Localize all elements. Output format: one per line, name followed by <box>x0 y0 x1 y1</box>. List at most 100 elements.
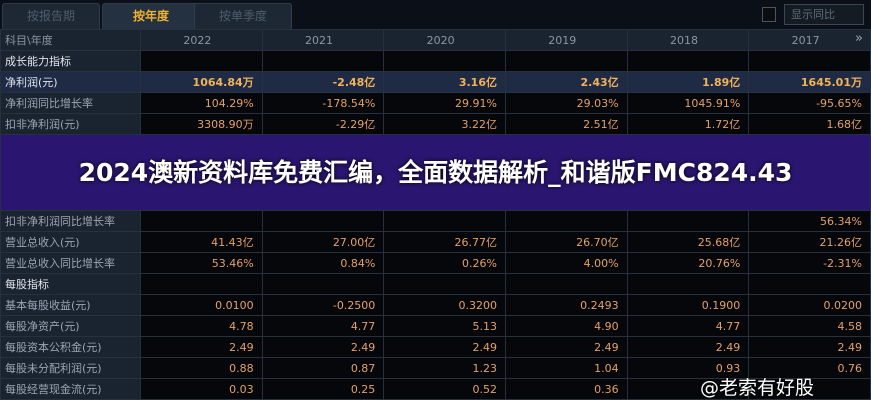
title-banner: 2024澳新资料库免费汇编，全面数据解析_和谐版FMC824.43 <box>0 134 871 211</box>
show-yoy-button[interactable]: 显示同比 <box>784 4 864 25</box>
table-cell <box>504 50 628 72</box>
table-cell: 2.49 <box>626 336 750 358</box>
table-cell: 27.00亿 <box>261 231 385 253</box>
table-cell: -2.29亿 <box>261 113 385 135</box>
table-cell: 4.90 <box>504 315 628 337</box>
row-label: 净利润同比增长率 <box>0 92 141 114</box>
table-cell: 20.76% <box>626 252 750 274</box>
table-cell: 4.58 <box>748 315 871 337</box>
table-cell: 2.49 <box>383 336 506 358</box>
row-label: 每股资本公积金(元) <box>0 336 141 358</box>
table-row[interactable]: 扣非净利润(元) 3308.90万 -2.29亿 3.22亿 2.51亿 1.72亿 1.6… <box>0 113 871 135</box>
table-cell <box>140 273 263 295</box>
table-cell: 4.77 <box>261 315 385 337</box>
overlay-title: 2024澳新资料库免费汇编，全面数据解析_和谐版FMC824.43 <box>0 134 871 211</box>
table-cell: 1645.01万 <box>748 71 871 93</box>
row-label: 每股净资产(元) <box>0 315 141 337</box>
table-cell: 0.26% <box>383 252 506 274</box>
tab-by-report-period[interactable]: 按报告期 <box>2 3 100 29</box>
table-cell <box>140 50 263 72</box>
table-cell <box>261 210 385 232</box>
table-cell: 104.29% <box>140 92 263 114</box>
table-cell: 3.22亿 <box>383 113 506 135</box>
table-cell <box>261 50 385 72</box>
table-cell: 0.3200 <box>383 294 506 316</box>
tab-by-quarter[interactable]: 按单季度 <box>194 3 292 29</box>
row-label: 营业总收入(元) <box>0 231 141 253</box>
table-cell <box>140 210 263 232</box>
table-cell: 1.72亿 <box>626 113 750 135</box>
table-cell <box>626 210 750 232</box>
table-cell <box>504 273 628 295</box>
table-cell: -95.65% <box>748 92 871 114</box>
row-label: 扣非净利润同比增长率 <box>0 210 141 232</box>
table-cell: 2.49 <box>748 336 871 358</box>
show-yoy-checkbox[interactable] <box>762 7 776 22</box>
table-cell: 1.89亿 <box>626 71 750 93</box>
financial-table: 科目\年度 2022 2021 2020 2019 2018 2017 成长能力指标 净利润(元… <box>0 29 871 400</box>
table-cell: 4.78 <box>140 315 263 337</box>
table-row[interactable]: 成长能力指标 <box>0 50 871 72</box>
watermark: @老索有好股 <box>700 377 815 399</box>
table-cell: 1.68亿 <box>748 113 871 135</box>
table-row[interactable]: 每股未分配利润(元) 0.88 0.87 1.23 1.04 0.93 0.76 <box>0 357 871 379</box>
row-label: 基本每股收益(元) <box>0 294 141 316</box>
table-cell <box>504 210 628 232</box>
table-cell: 26.77亿 <box>383 231 506 253</box>
column-header: 2021 <box>261 29 385 51</box>
row-label: 成长能力指标 <box>0 50 141 72</box>
table-cell: 4.00% <box>504 252 628 274</box>
column-header: 2022 <box>140 29 263 51</box>
table-cell: 5.13 <box>383 315 506 337</box>
table-cell: 4.77 <box>626 315 750 337</box>
row-label: 营业总收入同比增长率 <box>0 252 141 274</box>
column-header: 科目\年度 <box>0 29 141 51</box>
table-cell <box>748 273 871 295</box>
table-cell: 0.93 <box>626 357 750 379</box>
table-cell <box>261 273 385 295</box>
table-row[interactable]: 净利润同比增长率 104.29% -178.54% 29.91% 29.03% 1045.… <box>0 92 871 114</box>
table-cell: 2.43亿 <box>504 71 628 93</box>
table-row[interactable]: 基本每股收益(元) 0.0100 -0.2500 0.3200 0.2493 0.1900… <box>0 294 871 316</box>
table-cell: 1.04 <box>504 357 628 379</box>
table-cell: 0.76 <box>748 357 871 379</box>
table-cell <box>383 50 506 72</box>
table-row[interactable]: 扣非净利润同比增长率 56.34% <box>0 210 871 232</box>
column-header: 2019 <box>504 29 628 51</box>
table-cell: 3.16亿 <box>383 71 506 93</box>
table-cell: 29.03% <box>504 92 628 114</box>
table-cell: 53.46% <box>140 252 263 274</box>
more-columns-icon[interactable]: » <box>855 31 863 46</box>
table-cell: -2.31% <box>748 252 871 274</box>
row-label: 每股经营现金流(元) <box>0 378 141 400</box>
table-row[interactable]: 营业总收入同比增长率 53.46% 0.84% 0.26% 4.00% 20.76% -2.… <box>0 252 871 274</box>
table-row[interactable]: 每股净资产(元) 4.78 4.77 5.13 4.90 4.77 4.58 <box>0 315 871 337</box>
table-row[interactable]: 每股经营现金流(元) 0.03 0.25 0.52 0.36 <box>0 378 871 400</box>
table-row[interactable]: 净利润(元) 1064.84万 -2.48亿 3.16亿 2.43亿 1.89亿 1645.… <box>0 71 871 93</box>
table-cell <box>748 378 871 400</box>
table-row[interactable]: 每股指标 <box>0 273 871 295</box>
tab-bar: 按报告期 按年度 按单季度 显示同比 <box>0 0 871 29</box>
table-cell: -178.54% <box>261 92 385 114</box>
row-label: 净利润(元) <box>0 71 141 93</box>
table-cell: 29.91% <box>383 92 506 114</box>
table-cell: 21.26亿 <box>748 231 871 253</box>
tab-by-year[interactable]: 按年度 <box>102 3 200 29</box>
table-cell: 0.87 <box>261 357 385 379</box>
row-label: 每股未分配利润(元) <box>0 357 141 379</box>
table-cell: 56.34% <box>748 210 871 232</box>
table-cell <box>748 50 871 72</box>
table-cell: 0.52 <box>383 378 506 400</box>
table-cell: 0.1900 <box>626 294 750 316</box>
table-row[interactable]: 每股资本公积金(元) 2.49 2.49 2.49 2.49 2.49 2.49 <box>0 336 871 358</box>
table-cell: 2.49 <box>261 336 385 358</box>
table-cell: 2.49 <box>504 336 628 358</box>
table-cell: 1045.91% <box>626 92 750 114</box>
column-header: 2018 <box>626 29 750 51</box>
table-cell: 2.49 <box>140 336 263 358</box>
table-cell <box>383 210 506 232</box>
row-label: 扣非净利润(元) <box>0 113 141 135</box>
column-header: 2017 <box>748 29 871 51</box>
table-row[interactable]: 营业总收入(元) 41.43亿 27.00亿 26.77亿 26.70亿 25.68亿 21… <box>0 231 871 253</box>
table-cell: 0.0200 <box>748 294 871 316</box>
